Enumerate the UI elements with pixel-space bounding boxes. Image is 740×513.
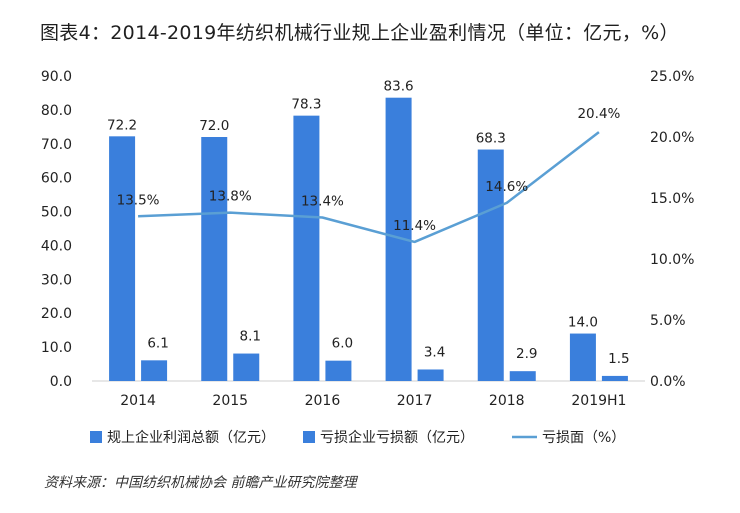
bar-loss — [417, 369, 444, 381]
bar-loss-label: 6.1 — [147, 335, 168, 351]
legend-swatch-profit — [90, 431, 102, 443]
bar-profit — [109, 136, 136, 381]
line-point-label: 20.4% — [577, 106, 620, 122]
chart-title: 图表4：2014-2019年纺织机械行业规上企业盈利情况（单位：亿元，%） — [40, 22, 679, 44]
bar-loss — [141, 360, 168, 381]
bar-profit — [201, 137, 228, 381]
line-point-label: 13.8% — [209, 189, 252, 205]
y-left-tick-label: 10.0 — [41, 340, 72, 356]
line-point-label: 11.4% — [393, 218, 436, 234]
bar-profit — [293, 115, 320, 382]
legend-label-loss: 亏损企业亏损额（亿元） — [320, 429, 474, 446]
y-right-tick-label: 15.0% — [650, 191, 694, 207]
bar-profit — [477, 149, 504, 381]
bar-profit-label: 83.6 — [384, 79, 414, 95]
bar-loss-label: 8.1 — [240, 329, 261, 345]
x-tick-label: 2018 — [489, 393, 525, 409]
bar-profit-label: 72.2 — [107, 117, 137, 133]
x-tick-label: 2014 — [120, 393, 156, 409]
line-loss-rate — [138, 131, 600, 244]
y-right-tick-label: 25.0% — [650, 69, 694, 85]
bar-loss — [601, 375, 628, 381]
y-left-tick-label: 80.0 — [41, 103, 72, 119]
y-left-tick-label: 40.0 — [41, 238, 72, 254]
line-point-label: 14.6% — [485, 179, 528, 195]
bar-loss — [325, 360, 352, 381]
y-left-tick-label: 50.0 — [41, 205, 72, 221]
bar-loss — [233, 353, 260, 381]
legend-swatch-loss — [303, 431, 315, 443]
y-left-tick-label: 20.0 — [41, 306, 72, 322]
bar-loss-label: 1.5 — [608, 351, 629, 367]
bar-profit-label: 14.0 — [568, 315, 598, 331]
y-right-tick-label: 0.0% — [650, 374, 686, 390]
y-left-tick-label: 30.0 — [41, 272, 72, 288]
y-left-tick-label: 70.0 — [41, 137, 72, 153]
x-tick-label: 2019H1 — [571, 393, 626, 409]
x-tick-label: 2017 — [397, 393, 433, 409]
bar-loss — [509, 371, 536, 381]
y-left-tick-label: 0.0 — [50, 374, 72, 390]
bar-loss-label: 6.0 — [332, 336, 353, 352]
source-note: 资料来源：中国纺织机械协会 前瞻产业研究院整理 — [44, 475, 357, 491]
x-tick-label: 2016 — [305, 393, 341, 409]
y-right-tick-label: 5.0% — [650, 313, 686, 329]
y-left-tick-label: 90.0 — [41, 69, 72, 85]
y-right-tick-label: 10.0% — [650, 252, 694, 268]
bar-profit-label: 78.3 — [291, 97, 321, 113]
x-tick-label: 2015 — [212, 393, 248, 409]
bar-profit — [569, 333, 596, 381]
y-left-tick-label: 60.0 — [41, 171, 72, 187]
line-point-label: 13.4% — [301, 194, 344, 210]
legend-label-rate: 亏损面（%） — [542, 430, 625, 446]
bar-profit-label: 72.0 — [199, 118, 229, 134]
bar-loss-label: 3.4 — [424, 344, 445, 360]
y-right-tick-label: 20.0% — [650, 130, 694, 146]
bar-profit-label: 68.3 — [476, 131, 506, 147]
legend-label-profit: 规上企业利润总额（亿元） — [107, 429, 275, 446]
line-point-label: 13.5% — [117, 192, 160, 208]
bar-loss-label: 2.9 — [516, 346, 537, 362]
